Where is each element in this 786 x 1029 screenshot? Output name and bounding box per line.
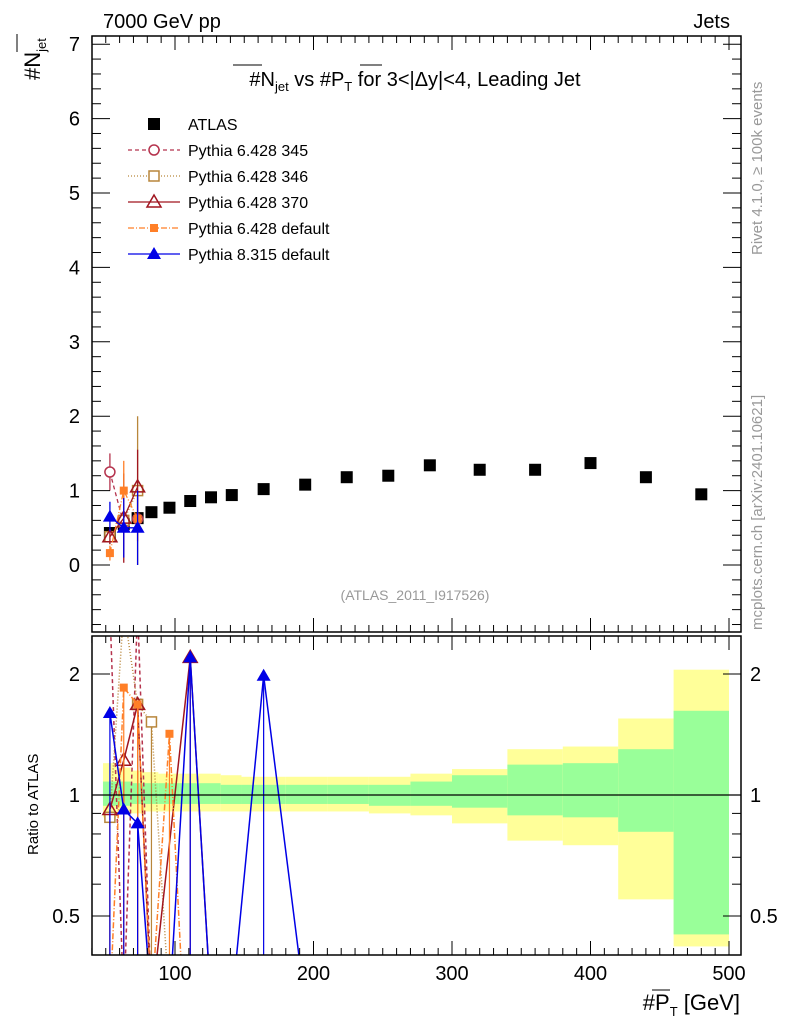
ratio-line-4 [111, 685, 182, 955]
legend-entry-2: Pythia 6.428 346 [188, 169, 308, 186]
y-tick-label: 7 [69, 34, 80, 56]
ratio-y-tick-label: 1 [69, 785, 80, 807]
legend: ATLAS Pythia 6.428 345 Pythia 6.428 346 Pyt… [128, 117, 330, 264]
y-tick-label: 5 [69, 183, 80, 205]
ratio-band-green [452, 775, 508, 808]
ratio-band-green [199, 783, 221, 804]
marker-filled-square [423, 459, 436, 472]
marker-filled-square [695, 488, 708, 501]
marker-filled-square [133, 700, 142, 709]
marker-filled-square [105, 549, 114, 558]
marker-filled-square [473, 463, 486, 476]
marker-filled-square [119, 486, 128, 495]
legend-entry-5: Pythia 8.315 default [188, 247, 330, 264]
marker-filled-square [148, 118, 160, 130]
mc-line-4 [109, 488, 139, 554]
y-tick-label: 2 [69, 406, 80, 428]
marker-open-triangle [101, 528, 119, 543]
ratio-bands [102, 669, 729, 947]
ratio-line-1 [110, 636, 151, 955]
marker-filled-square [382, 469, 395, 482]
main-marks [101, 416, 708, 565]
ratio-y-tick-label: 0.5 [52, 906, 80, 928]
marker-filled-square [584, 457, 597, 470]
main-frame [91, 35, 742, 633]
mcplots-label: mcplots.cern.ch [arXiv:2401.10621] [749, 395, 766, 630]
y-tick-label: 6 [69, 109, 80, 131]
marker-filled-triangle [116, 520, 131, 533]
ratio-y-tick-label-right: 0.5 [750, 906, 778, 928]
marker-filled-triangle [130, 520, 145, 533]
marker-filled-triangle [102, 509, 117, 522]
marker-filled-triangle [116, 802, 131, 815]
marker-filled-triangle [256, 668, 271, 681]
y-tick-label: 0 [69, 555, 80, 577]
marker-filled-square [165, 729, 174, 738]
marker-open-circle [104, 466, 116, 478]
ratio-band-green [562, 763, 619, 818]
ratio-band-green [285, 784, 328, 804]
y-tick-label: 4 [69, 257, 80, 279]
marker-filled-square [119, 683, 128, 692]
x-tick-label: 300 [435, 963, 468, 985]
marker-filled-square [150, 224, 158, 232]
marker-filled-triangle [183, 650, 198, 663]
ratio-band-green [179, 783, 200, 804]
marker-open-square [148, 170, 160, 182]
ratio-band-green [220, 784, 242, 804]
marker-filled-square [225, 489, 238, 502]
marker-filled-square [340, 471, 353, 484]
ratio-y-tick-label-right: 2 [750, 664, 761, 686]
y-tick-label: 1 [69, 481, 80, 503]
marker-filled-square [639, 471, 652, 484]
marker-filled-square [163, 501, 176, 514]
ratio-band-green [507, 764, 563, 816]
marker-open-circle [148, 144, 160, 156]
axis-ticks: 100 200 300 400 500 0 1 2 3 4 5 6 7 0.5 0.5 1 1 2 2 [52, 34, 778, 985]
legend-entry-4: Pythia 6.428 default [188, 221, 330, 238]
x-tick-label: 400 [574, 963, 607, 985]
marker-filled-triangle [147, 247, 161, 259]
x-tick-label: 100 [158, 963, 191, 985]
marker-filled-square [184, 495, 197, 508]
legend-entry-1: Pythia 6.428 345 [188, 143, 308, 160]
marker-open-triangle [145, 193, 163, 208]
marker-filled-triangle [130, 816, 145, 829]
marker-filled-square [205, 491, 218, 504]
ratio-line-5 [109, 657, 300, 955]
legend-entry-0: ATLAS [188, 117, 238, 134]
marker-filled-square [299, 478, 312, 491]
ratio-band-green [327, 784, 369, 804]
ratio-band-green [673, 710, 729, 935]
ratio-ylabel: Ratio to ATLAS [25, 754, 42, 855]
ratio-band-green [618, 749, 674, 832]
ratio-y-tick-label: 2 [69, 664, 80, 686]
header-right: Jets [693, 11, 730, 33]
legend-entry-3: Pythia 6.428 370 [188, 195, 308, 212]
y-tick-label: 3 [69, 332, 80, 354]
marker-filled-square [145, 506, 158, 519]
x-tick-label: 200 [297, 963, 330, 985]
rivet-label: Rivet 4.1.0, ≥ 100k events [749, 82, 766, 255]
plot-title: #Njet vs #PT for 3<|Δy|<4, Leading Jet [249, 69, 581, 94]
ratio-y-tick-label-right: 1 [750, 785, 761, 807]
analysis-id: (ATLAS_2011_I917526) [341, 587, 490, 603]
marker-filled-square [257, 483, 270, 496]
x-tick-label: 500 [712, 963, 745, 985]
header-left: 7000 GeV pp [103, 11, 221, 33]
marker-open-square [145, 716, 158, 728]
main-ylabel: #Njet [20, 38, 49, 80]
x-axis-label: #PT [GeV] [643, 990, 740, 1019]
ratio-band-green [410, 781, 452, 806]
marker-filled-square [529, 463, 542, 476]
ratio-lines [101, 636, 300, 955]
marker-filled-triangle [102, 705, 117, 718]
